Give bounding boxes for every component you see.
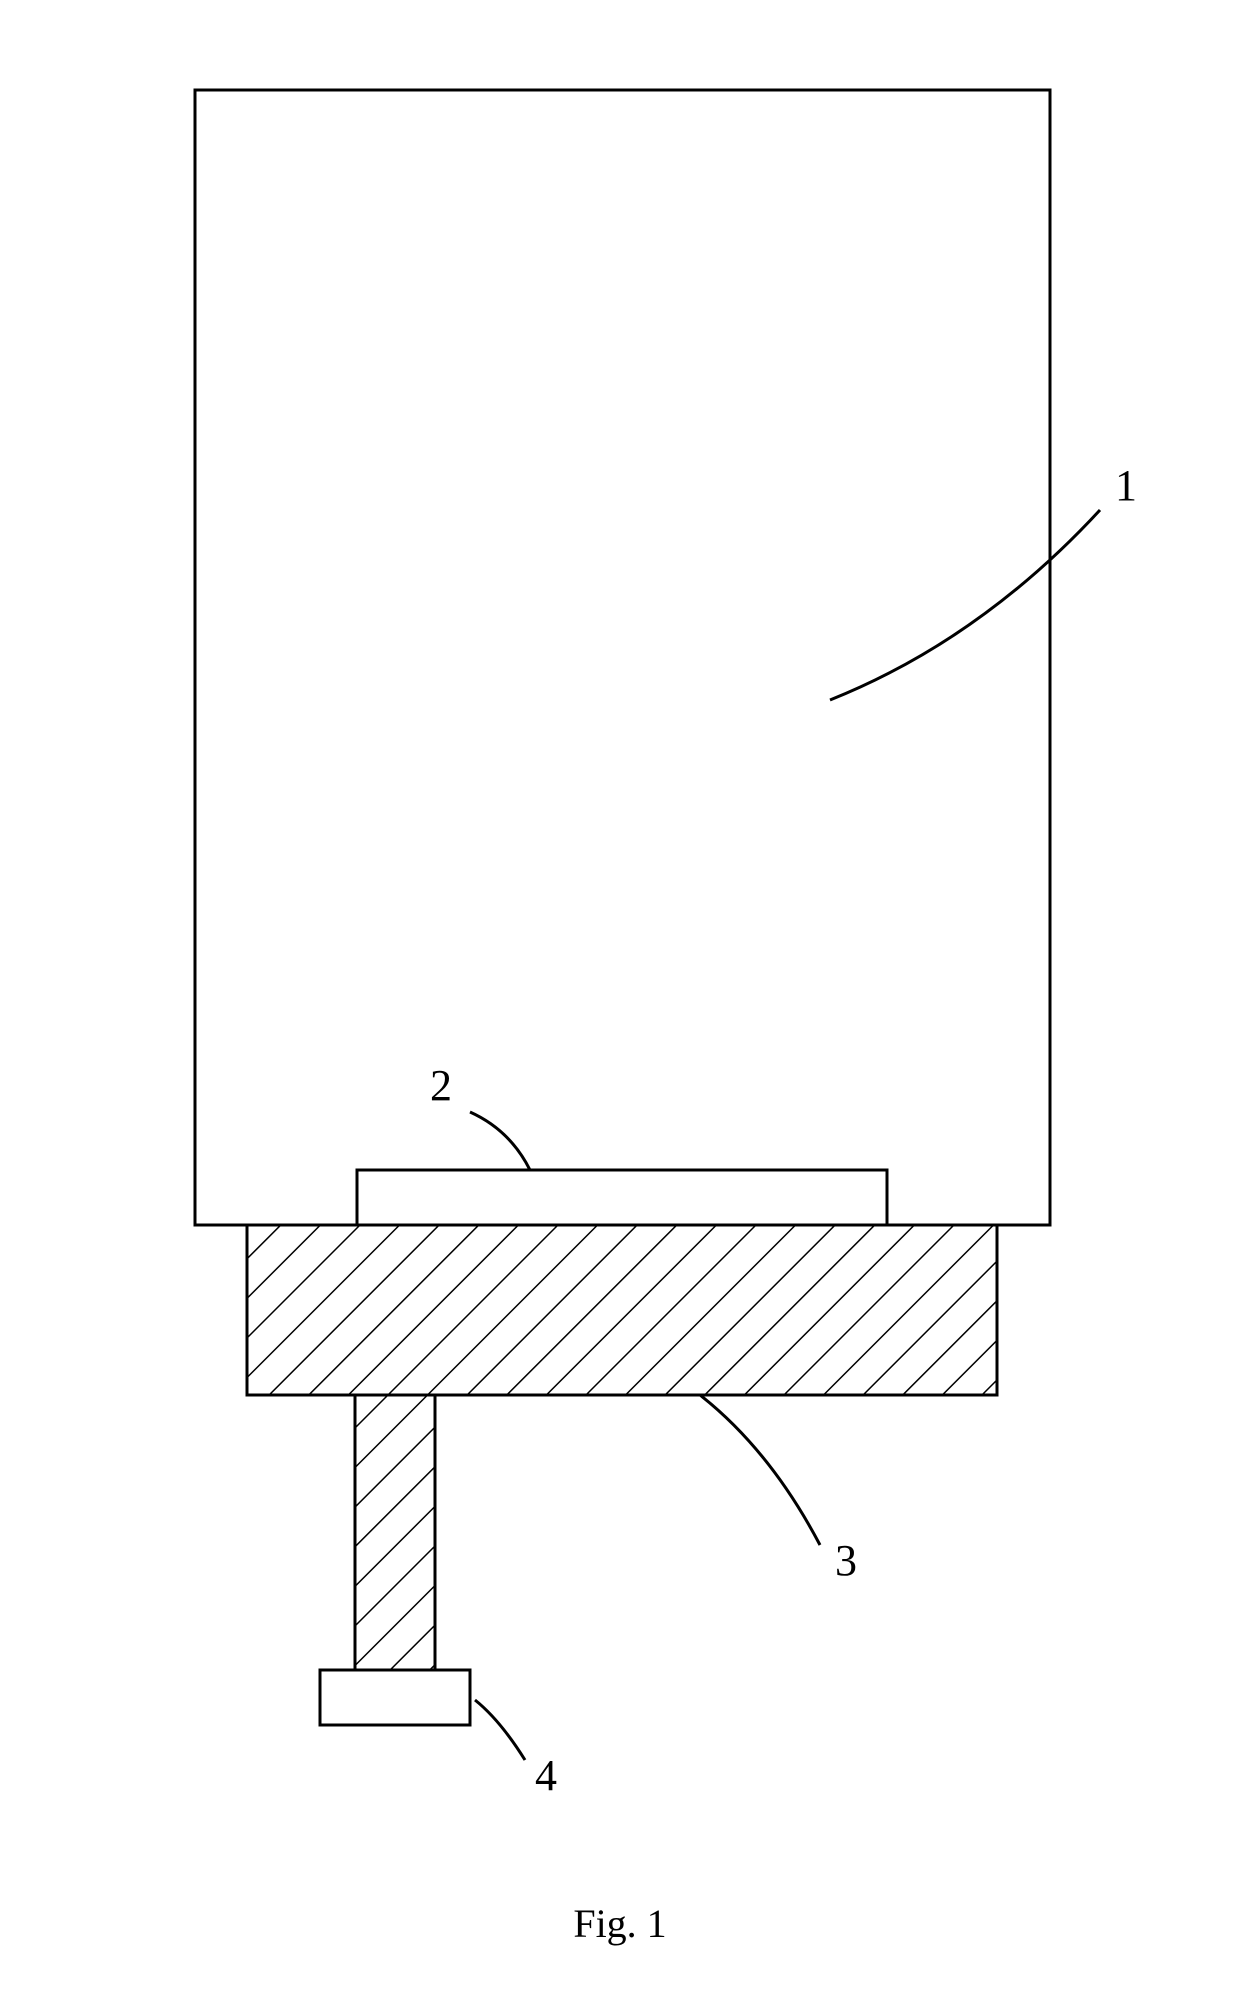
main-body-rect [195, 90, 1050, 1225]
label-3: 3 [835, 1536, 857, 1585]
leader-line-4 [475, 1700, 525, 1760]
label-4: 4 [535, 1751, 557, 1800]
leader-line-1 [830, 510, 1100, 700]
bottom-cap-rect [320, 1670, 470, 1725]
label-1: 1 [1115, 461, 1137, 510]
technical-diagram-svg: 1 2 3 4 [0, 0, 1240, 2004]
hatched-stem [355, 1395, 435, 1670]
leader-line-3 [700, 1395, 820, 1545]
leader-line-2 [470, 1112, 530, 1170]
label-2: 2 [430, 1061, 452, 1110]
top-plate-rect [357, 1170, 887, 1225]
diagram-container: 1 2 3 4 Fig. 1 [0, 0, 1240, 2004]
figure-caption: Fig. 1 [573, 1900, 666, 1947]
hatched-block [247, 1225, 997, 1395]
